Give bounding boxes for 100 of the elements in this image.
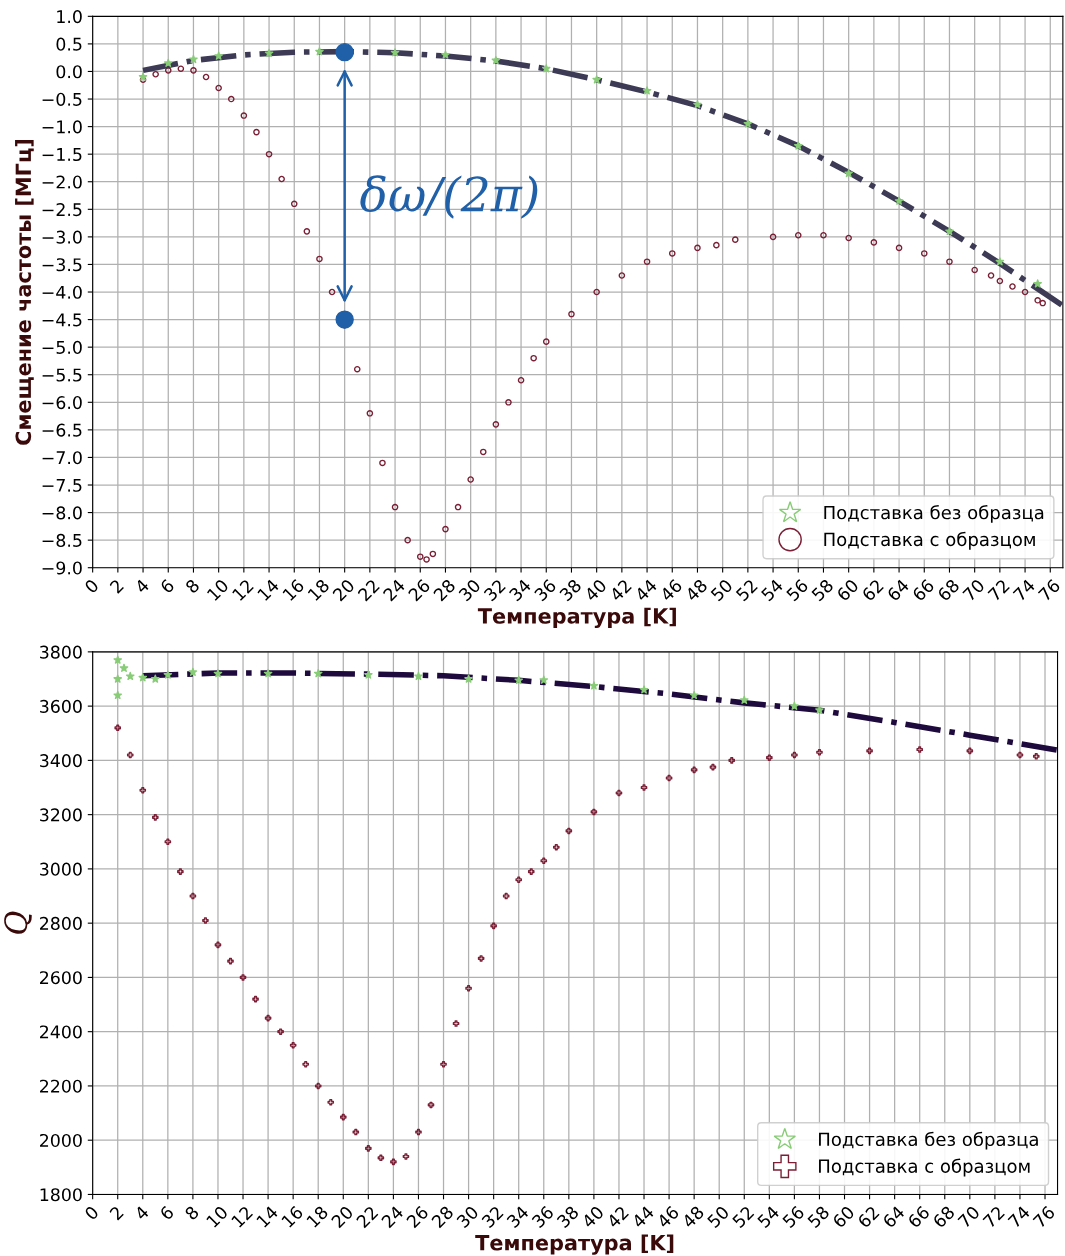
y-tick-label: −3.5 <box>42 258 82 272</box>
x-tick-label: 60 <box>831 1205 856 1229</box>
x-tick-label: 16 <box>280 1205 304 1228</box>
x-tick-label: 76 <box>1032 1205 1056 1229</box>
x-tick-label: 24 <box>382 578 406 602</box>
y-tick-label: 3000 <box>40 862 82 876</box>
x-tick-label: 6 <box>159 1205 175 1221</box>
x-tick-label: 4 <box>134 578 150 594</box>
y-tick-label: −6.0 <box>42 396 82 410</box>
x-tick-label: 66 <box>911 578 935 602</box>
x-tick-label: 40 <box>583 578 608 602</box>
x-tick-label: 26 <box>405 1205 430 1229</box>
x-tick-label: 54 <box>756 1205 781 1229</box>
x-tick-label: 18 <box>307 578 330 602</box>
x-tick-label: 28 <box>432 578 456 602</box>
y-tick-label: 1.0 <box>57 10 82 24</box>
x-tick-label: 8 <box>184 1205 200 1221</box>
y-tick-label: −5.0 <box>42 340 82 354</box>
x-tick-label: 56 <box>781 1205 805 1229</box>
legend-label: Подставка с образцом <box>824 531 1035 550</box>
y-tick-label: −7.0 <box>42 451 82 465</box>
x-tick-label: 62 <box>861 578 885 602</box>
x-tick-label: 10 <box>205 1205 229 1228</box>
x-axis-title: Температура [K] <box>477 607 676 629</box>
x-tick-label: 20 <box>332 578 356 602</box>
x-tick-label: 32 <box>483 578 506 602</box>
x-tick-label: 22 <box>355 1205 379 1229</box>
x-tick-label: 76 <box>1037 578 1061 602</box>
legend-label: Подставка с образцом <box>819 1158 1030 1177</box>
x-tick-label: 52 <box>731 1205 755 1229</box>
y-tick-label: −4.0 <box>42 285 82 299</box>
y-tick-label: 2600 <box>40 971 82 985</box>
x-tick-label: 58 <box>806 1205 830 1229</box>
x-tick-label: 50 <box>706 1205 730 1229</box>
y-tick-label: 3800 <box>40 645 82 659</box>
y-tick-label: −1.5 <box>42 148 82 162</box>
x-tick-label: 6 <box>159 578 175 594</box>
x-tick-label: 48 <box>684 578 708 602</box>
y-tick-label: −1.0 <box>42 120 82 134</box>
x-tick-label: 68 <box>936 578 960 602</box>
y-axis-title: Смещение частоты [МГц] <box>15 139 34 445</box>
x-tick-label: 0 <box>83 578 100 594</box>
x-tick-label: 42 <box>608 578 632 602</box>
x-tick-label: 34 <box>508 578 532 602</box>
x-tick-label: 50 <box>710 578 734 602</box>
x-tick-label: 46 <box>656 1205 680 1229</box>
x-tick-label: 64 <box>886 578 910 602</box>
y-axis-title: Q <box>4 911 32 934</box>
y-tick-label: −2.0 <box>42 175 82 189</box>
y-tick-label: 2000 <box>40 1133 82 1148</box>
x-tick-label: 44 <box>634 578 658 602</box>
x-tick-label: 42 <box>606 1205 629 1229</box>
y-tick-label: 2800 <box>40 916 82 930</box>
x-tick-label: 2 <box>108 1205 124 1221</box>
x-tick-label: 40 <box>580 1205 605 1229</box>
x-tick-label: 14 <box>257 578 280 602</box>
y-tick-label: 2400 <box>40 1025 82 1039</box>
x-tick-label: 74 <box>1012 578 1036 602</box>
x-tick-label: 46 <box>659 578 683 602</box>
y-tick-label: −8.5 <box>42 533 82 547</box>
x-tick-label: 66 <box>907 1205 931 1229</box>
x-tick-label: 16 <box>282 578 305 602</box>
y-tick-label: −3.0 <box>42 230 82 244</box>
x-tick-label: 72 <box>987 578 1010 602</box>
y-tick-label: −0.5 <box>42 92 82 106</box>
y-tick-label: 3600 <box>40 699 82 713</box>
x-tick-label: 44 <box>631 1205 655 1229</box>
x-tick-label: 2 <box>109 578 124 594</box>
x-tick-label: 70 <box>962 578 986 602</box>
y-tick-label: 3400 <box>40 754 82 768</box>
x-tick-label: 30 <box>458 578 482 602</box>
x-tick-label: 74 <box>1007 1205 1031 1229</box>
x-tick-label: 58 <box>810 578 834 602</box>
x-axis-title: Температура [K] <box>475 1234 674 1255</box>
x-tick-label: 30 <box>455 1205 480 1229</box>
x-tick-label: 12 <box>230 1205 253 1228</box>
x-tick-label: 56 <box>785 578 809 602</box>
x-tick-label: 36 <box>533 578 557 602</box>
x-tick-label: 60 <box>835 578 860 602</box>
x-tick-label: 8 <box>184 578 201 594</box>
y-tick-label: −6.5 <box>42 423 82 437</box>
x-tick-label: 68 <box>932 1205 956 1229</box>
x-tick-label: 36 <box>531 1205 555 1229</box>
y-tick-label: −2.5 <box>42 203 82 217</box>
x-tick-label: 18 <box>306 1205 329 1228</box>
legend-label: Подставка без образца <box>819 1131 1038 1150</box>
y-tick-label: −7.5 <box>42 478 82 492</box>
x-tick-label: 32 <box>481 1205 504 1229</box>
y-tick-label: 1800 <box>40 1188 82 1202</box>
x-tick-label: 54 <box>760 578 784 602</box>
x-tick-label: 62 <box>856 1205 880 1229</box>
y-tick-label: 0.5 <box>56 37 82 51</box>
x-tick-label: 48 <box>681 1205 705 1229</box>
x-tick-label: 20 <box>330 1205 354 1229</box>
x-tick-label: 38 <box>558 578 582 602</box>
x-tick-label: 38 <box>556 1205 580 1229</box>
y-tick-label: 0.0 <box>56 65 82 79</box>
legend-label: Подставка без образца <box>824 505 1044 523</box>
x-tick-label: 4 <box>133 1205 150 1221</box>
y-tick-label: −4.5 <box>42 313 82 327</box>
